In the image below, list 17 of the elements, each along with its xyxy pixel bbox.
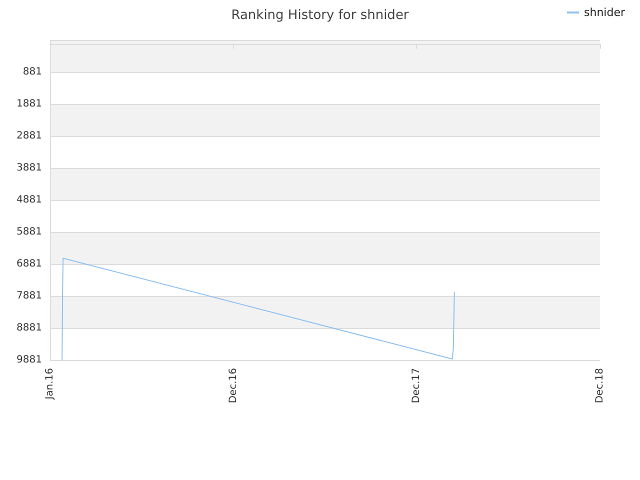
x-tick-label: Dec.18 bbox=[594, 368, 606, 404]
x-tick-label: Jan.16 bbox=[44, 368, 56, 400]
line-series bbox=[62, 258, 455, 360]
y-tick-label: 1881 bbox=[16, 98, 42, 110]
y-tick-label: 6881 bbox=[16, 258, 42, 270]
y-tick-label: 9881 bbox=[16, 354, 42, 366]
y-tick-label: 8881 bbox=[16, 322, 42, 334]
chart-title: Ranking History for shnider bbox=[231, 8, 410, 23]
legend-label: shnider bbox=[584, 6, 626, 19]
y-tick-label: 2881 bbox=[16, 130, 42, 142]
y-tick-label: 4881 bbox=[16, 194, 42, 206]
y-tick-label: 7881 bbox=[16, 290, 42, 302]
x-tick-label: Dec.17 bbox=[411, 368, 422, 404]
y-tick-label: 5881 bbox=[16, 226, 42, 238]
x-tick-label: Dec.16 bbox=[228, 368, 239, 404]
y-tick-label: 3881 bbox=[16, 162, 42, 174]
y-tick-label: 881 bbox=[22, 66, 42, 78]
